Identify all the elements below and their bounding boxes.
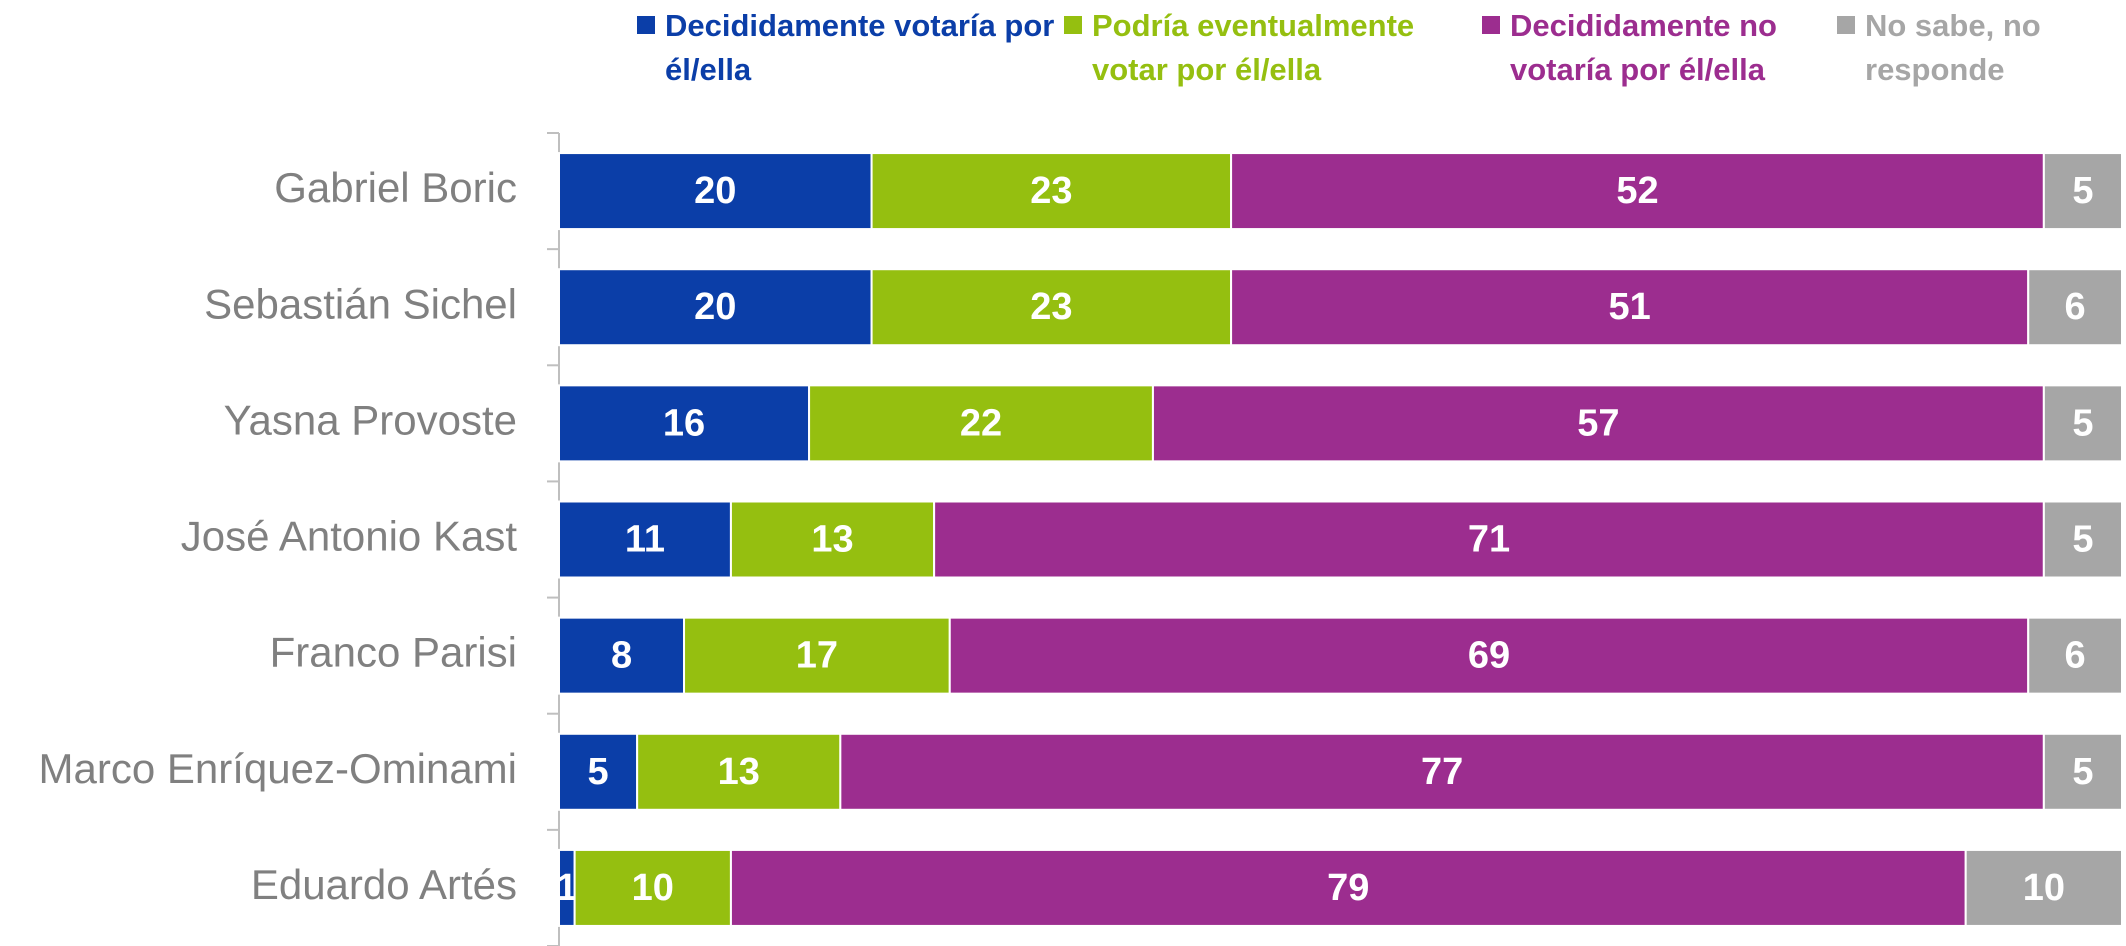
bar-segment xyxy=(2042,500,2123,579)
legend-swatch xyxy=(1064,16,1082,34)
value-label: 17 xyxy=(796,635,838,677)
value-label: 8 xyxy=(611,635,632,677)
category-label: Yasna Provoste xyxy=(224,396,517,443)
legend-entry: Decididamente votaría por él/ella xyxy=(637,4,1065,92)
bar-segment xyxy=(558,732,639,811)
bar-segment xyxy=(2042,732,2123,811)
category-label: Sebastián Sichel xyxy=(204,280,517,327)
value-label: 11 xyxy=(625,519,665,561)
value-label: 6 xyxy=(2065,286,2086,328)
value-label: 5 xyxy=(2072,519,2093,561)
value-label: 5 xyxy=(2072,402,2093,444)
value-label: 22 xyxy=(960,402,1002,444)
bar-segment xyxy=(2042,152,2123,231)
bar-segment xyxy=(636,732,842,811)
category-label: Marco Enríquez-Ominami xyxy=(39,745,517,792)
legend-swatch xyxy=(1837,16,1855,34)
bar-segment xyxy=(558,152,873,231)
bar-segment xyxy=(948,616,2030,695)
category-label: Franco Parisi xyxy=(270,629,517,676)
value-label: 10 xyxy=(2023,867,2065,909)
value-label: 23 xyxy=(1030,286,1072,328)
value-label: 5 xyxy=(2072,170,2093,212)
bar-segment xyxy=(558,500,732,579)
legend-swatch xyxy=(637,16,655,34)
legend-label: Decididamente no votaría por él/ella xyxy=(1510,8,1777,87)
bar-segment xyxy=(2027,616,2123,695)
legend-entry: Podría eventualmente votar por él/ella xyxy=(1064,4,1492,92)
bar-segment xyxy=(839,732,2045,811)
legend-label: Decididamente votaría por él/ella xyxy=(665,8,1055,87)
value-label: 79 xyxy=(1327,867,1369,909)
legend-entry: Decididamente no votaría por él/ella xyxy=(1482,4,1840,92)
bar-segment xyxy=(1230,152,2045,231)
value-label: 10 xyxy=(632,867,674,909)
value-label: 13 xyxy=(811,519,853,561)
legend-label: Podría eventualmente votar por él/ella xyxy=(1092,8,1415,87)
bar-segment xyxy=(1151,384,2045,463)
value-label: 13 xyxy=(718,751,760,793)
value-label: 23 xyxy=(1030,170,1072,212)
legend-swatch xyxy=(1482,16,1500,34)
value-label: 16 xyxy=(663,402,705,444)
bar-segment xyxy=(683,616,951,695)
bar-segment xyxy=(729,848,1967,927)
legend-label: No sabe, no responde xyxy=(1865,8,2041,87)
bar-segment xyxy=(729,500,936,579)
value-label: 52 xyxy=(1616,170,1658,212)
bar-segment xyxy=(573,848,732,927)
bar-segment xyxy=(870,152,1233,231)
value-label: 1 xyxy=(556,867,577,909)
category-label: Gabriel Boric xyxy=(274,164,517,211)
bar-segment xyxy=(558,616,686,695)
value-label: 71 xyxy=(1468,519,1510,561)
bar-segment xyxy=(1964,848,2123,927)
bar-segment xyxy=(808,384,1154,463)
bar-segment xyxy=(870,268,1233,347)
value-label: 57 xyxy=(1577,402,1619,444)
bar-segment xyxy=(2042,384,2123,463)
value-label: 6 xyxy=(2065,635,2086,677)
value-label: 5 xyxy=(588,751,609,793)
value-label: 77 xyxy=(1421,751,1463,793)
category-label: Eduardo Artés xyxy=(251,861,517,908)
value-label: 51 xyxy=(1609,286,1651,328)
value-label: 20 xyxy=(694,170,736,212)
value-label: 20 xyxy=(694,286,736,328)
bar-segment xyxy=(558,268,873,347)
bar-segment xyxy=(2027,268,2123,347)
category-label: José Antonio Kast xyxy=(181,513,518,560)
value-label: 69 xyxy=(1468,635,1510,677)
legend-entry: No sabe, no responde xyxy=(1837,4,2080,92)
value-label: 5 xyxy=(2072,751,2093,793)
